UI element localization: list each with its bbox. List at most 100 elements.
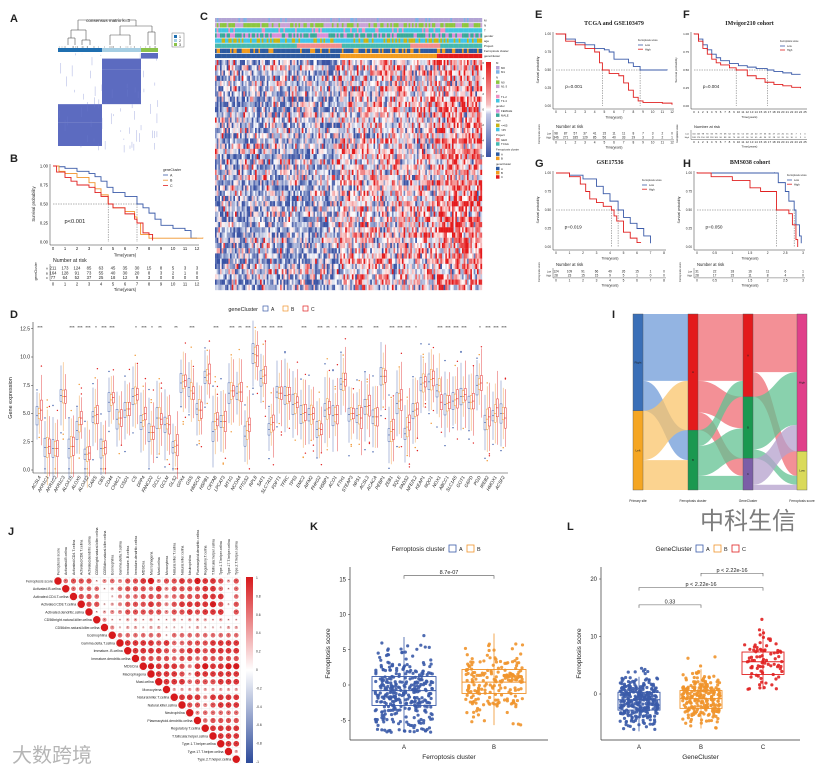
heatmap-cell — [311, 86, 314, 92]
annotation-cell — [253, 28, 256, 33]
heatmap-cell — [398, 65, 401, 71]
heatmap-cell — [416, 138, 419, 144]
heatmap-cell — [233, 86, 236, 92]
heatmap-cell — [215, 75, 217, 82]
heatmap-cell — [276, 133, 279, 139]
heatmap-cell — [365, 86, 368, 92]
panel-label: H — [683, 158, 691, 170]
heatmap-cell — [411, 96, 414, 102]
heatmap-cell — [355, 143, 357, 150]
heatmap-cell — [390, 80, 393, 87]
heatmap-cell — [275, 133, 277, 139]
heatmap-cell — [295, 60, 297, 66]
risk-row-label: A — [46, 267, 48, 271]
heatmap-cell — [365, 96, 368, 102]
annotation-cell — [308, 33, 311, 38]
heatmap-cell — [345, 133, 347, 139]
annotation-cell — [445, 28, 448, 33]
heatmap-cell — [251, 101, 254, 108]
annotation-cell — [346, 18, 349, 23]
heatmap-cell — [216, 65, 219, 71]
annotation-cell — [373, 23, 376, 28]
heatmap-cell — [390, 148, 393, 155]
annotation-cell — [348, 18, 351, 23]
heatmap-cell — [281, 127, 284, 134]
consensus-noise — [105, 101, 107, 105]
heatmap-cell — [450, 154, 453, 160]
annotation-cell — [380, 48, 383, 53]
heatmap-cell — [311, 148, 314, 155]
heatmap-cell — [391, 70, 394, 76]
heatmap-cell — [291, 112, 294, 118]
heatmap-cell — [326, 117, 329, 123]
risk-x-tick: 6 — [720, 140, 722, 144]
heatmap-cell — [466, 91, 469, 97]
heatmap-cell — [330, 154, 332, 160]
heatmap-cell — [256, 143, 259, 150]
annotation-cell — [221, 33, 224, 38]
risk-count: 45 — [111, 266, 116, 271]
heatmap-cell — [330, 70, 332, 76]
annotation-cell — [370, 28, 373, 33]
annotation-cell — [276, 43, 279, 48]
heatmap-cell — [273, 101, 276, 108]
heatmap-cell — [221, 154, 224, 160]
heatmap-cell — [335, 65, 337, 71]
heatmap-cell — [333, 65, 336, 71]
heatmap-cell — [248, 127, 251, 134]
heatmap-cell — [388, 70, 391, 76]
heatmap-cell — [290, 86, 292, 92]
annotation-cell — [421, 18, 424, 23]
x-tick-label: 7 — [650, 251, 652, 255]
heatmap-cell — [418, 138, 421, 144]
heatmap-cell — [341, 154, 344, 160]
heatmap-cell — [323, 80, 326, 87]
heatmap-cell — [300, 70, 302, 76]
risk-count: 8 — [767, 273, 769, 277]
heatmap-cell — [240, 148, 242, 155]
heatmap-cell — [286, 101, 289, 108]
heatmap-cell — [440, 143, 443, 150]
risk-x-tick: 2 — [574, 141, 576, 145]
heatmap-cell — [398, 91, 401, 97]
heatmap-cell — [413, 80, 416, 87]
heatmap-cell — [296, 148, 299, 155]
heatmap-cell — [291, 154, 294, 160]
heatmap-cell — [278, 70, 281, 76]
consensus-noise — [126, 83, 128, 89]
annotation-cell — [363, 48, 366, 53]
heatmap-cell — [223, 60, 226, 66]
annotation-cell — [306, 48, 309, 53]
heatmap-cell — [465, 107, 468, 113]
heatmap-cell — [418, 127, 421, 134]
risk-count: 1 — [650, 270, 652, 274]
annotation-cell — [216, 53, 219, 59]
heatmap-cell — [346, 133, 349, 139]
x-tick-label: 20 — [781, 110, 785, 114]
heatmap-cell — [243, 112, 246, 118]
risk-x-tick: 3 — [802, 279, 804, 283]
heatmap-cell — [393, 148, 396, 155]
heatmap-cell — [303, 86, 306, 92]
heatmap-cell — [338, 107, 341, 113]
heatmap-cell — [265, 60, 267, 66]
annotation-cell — [443, 23, 446, 28]
consensus-noise — [139, 133, 140, 142]
heatmap-cell — [286, 75, 289, 82]
heatmap-cell — [361, 154, 364, 160]
heatmap-cell — [368, 70, 371, 76]
heatmap-cell — [373, 91, 376, 97]
heatmap-cell — [440, 107, 443, 113]
heatmap-cell — [420, 75, 423, 82]
heatmap-cell — [301, 80, 304, 87]
heatmap-cell — [466, 154, 469, 160]
heatmap-cell — [470, 138, 473, 144]
heatmap-cell — [235, 60, 237, 66]
heatmap-cell — [455, 127, 458, 134]
heatmap-cell — [375, 75, 378, 82]
heatmap-cell — [396, 138, 399, 144]
heatmap-cell — [368, 65, 371, 71]
survival-curve-C — [53, 165, 154, 241]
risk-x-tick: 3 — [88, 281, 91, 286]
annotation-cell — [455, 18, 458, 23]
